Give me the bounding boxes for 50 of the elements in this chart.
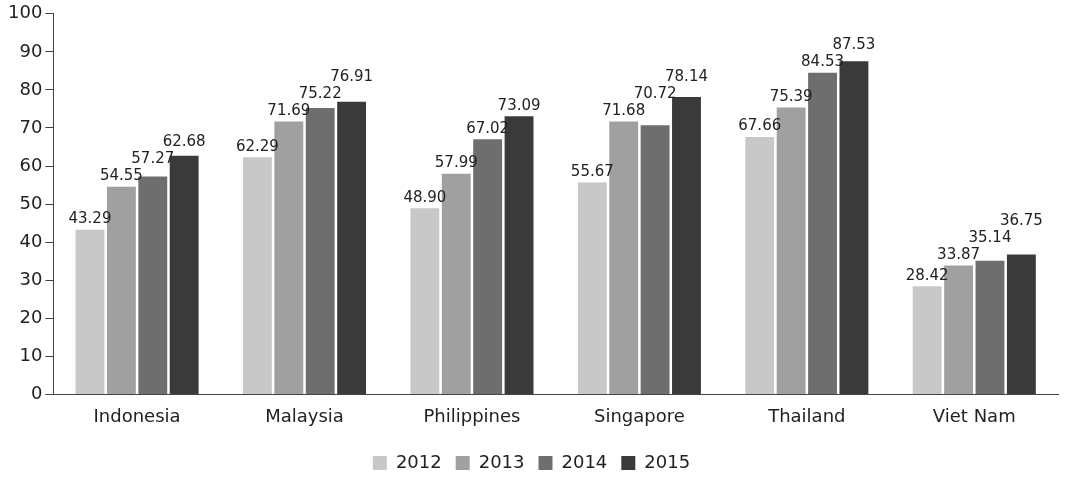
bar — [242, 157, 272, 394]
x-tick-label: Malaysia — [265, 404, 344, 426]
bar — [640, 125, 670, 394]
data-label: 75.22 — [298, 83, 342, 102]
data-label: 71.69 — [267, 100, 311, 119]
legend-label: 2014 — [561, 450, 608, 472]
x-tick-label: Indonesia — [93, 404, 181, 426]
data-label: 28.42 — [905, 265, 949, 284]
y-tick-label: 10 — [19, 344, 43, 366]
y-tick-label: 30 — [19, 267, 43, 289]
x-tick-label: Viet Nam — [932, 404, 1016, 426]
data-label: 87.53 — [832, 35, 876, 54]
data-label: 84.53 — [801, 52, 845, 71]
legend-label: 2013 — [478, 450, 525, 472]
y-tick-label: 80 — [19, 77, 43, 99]
y-tick-label: 20 — [19, 305, 43, 327]
data-label: 33.87 — [937, 244, 981, 263]
data-label: 54.55 — [99, 166, 143, 185]
data-label: 78.14 — [665, 66, 708, 85]
data-label: 70.72 — [633, 83, 677, 102]
data-label: 57.27 — [131, 149, 175, 168]
data-label: 35.14 — [968, 227, 1012, 246]
legend-label: 2012 — [395, 450, 442, 472]
data-label: 62.68 — [162, 132, 206, 151]
data-label: 55.67 — [570, 161, 614, 180]
data-label: 71.68 — [602, 100, 646, 119]
y-tick-label: 50 — [19, 191, 43, 213]
data-label: 36.75 — [999, 210, 1043, 229]
x-tick-label: Philippines — [423, 404, 521, 426]
bar — [577, 182, 607, 394]
y-tick-label: 40 — [19, 229, 43, 251]
y-tick-label: 0 — [30, 382, 43, 404]
bar — [410, 208, 440, 394]
data-label: 48.90 — [403, 187, 447, 206]
data-label: 76.91 — [330, 66, 374, 85]
y-tick-label: 70 — [19, 115, 43, 137]
data-label: 43.29 — [68, 209, 112, 228]
data-label: 73.09 — [497, 95, 541, 114]
bar — [912, 286, 942, 394]
legend-label: 2015 — [644, 450, 691, 472]
x-tick-label: Thailand — [767, 404, 846, 426]
data-label: 62.29 — [235, 136, 279, 155]
bar — [975, 260, 1005, 394]
data-label: 67.66 — [738, 116, 782, 135]
bar — [75, 229, 105, 394]
y-tick-label: 60 — [19, 153, 43, 175]
y-tick-label: 100 — [8, 1, 43, 23]
bar — [745, 136, 775, 394]
x-tick-label: Singapore — [593, 404, 685, 426]
y-tick-label: 90 — [19, 39, 43, 61]
